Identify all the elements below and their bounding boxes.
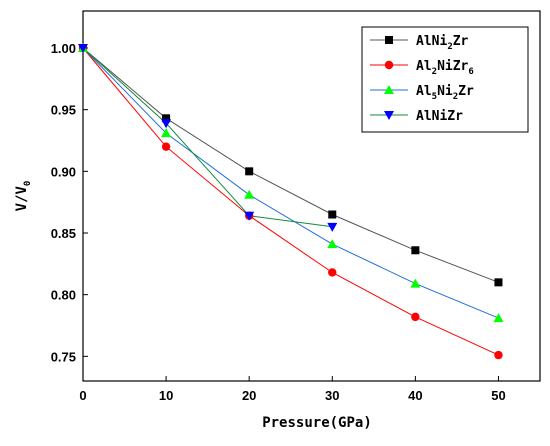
series-line-3 xyxy=(82,47,499,319)
data-point-series-3 xyxy=(244,189,255,199)
data-point-series-3 xyxy=(161,128,172,138)
data-point-series-1 xyxy=(162,114,171,123)
x-tick-label: 20 xyxy=(242,388,256,403)
x-tick-label: 10 xyxy=(159,388,173,403)
legend: AlNi2Zr Al2NiZr6 Al5Ni2Zr AlNiZr xyxy=(361,26,529,133)
data-point-series-2 xyxy=(494,350,503,360)
data-point-series-1 xyxy=(328,210,337,219)
y-tick-label: 0.75 xyxy=(51,349,76,364)
x-tick-label: 40 xyxy=(408,388,422,403)
legend-label-2: Al2NiZr6 xyxy=(416,59,474,77)
y-axis-title-sub: 0 xyxy=(23,181,33,186)
data-point-series-2 xyxy=(161,142,171,151)
x-tick-label: 30 xyxy=(325,388,339,403)
x-axis: 0 10 20 30 40 50 xyxy=(79,376,506,403)
data-point-series-3 xyxy=(327,239,338,249)
series-markers xyxy=(78,43,504,360)
y-tick-label: 0.80 xyxy=(51,288,76,303)
x-axis-title: Pressure(GPa) xyxy=(262,415,372,431)
data-point-series-3 xyxy=(493,313,504,323)
legend-marker-3 xyxy=(384,85,394,94)
data-point-series-1 xyxy=(245,167,254,176)
series-line-1 xyxy=(82,47,499,283)
plot-frame xyxy=(82,10,541,382)
y-tick-label: 0.95 xyxy=(51,103,76,118)
legend-label-3: Al5Ni2Zr xyxy=(416,84,474,102)
legend-label-1: AlNi2Zr xyxy=(416,34,469,52)
data-point-series-1 xyxy=(411,246,420,255)
data-point-series-2 xyxy=(411,312,420,322)
y-axis-title-main: V/V xyxy=(14,186,30,212)
data-point-series-4 xyxy=(78,44,88,53)
legend-label-4: AlNiZr xyxy=(416,109,463,124)
legend-marker-1 xyxy=(385,36,393,44)
y-tick-label: 0.85 xyxy=(51,226,76,241)
y-axis-title: V/V0 xyxy=(14,181,33,212)
series-lines xyxy=(82,47,499,356)
y-axis: 0.75 0.80 0.85 0.90 0.95 1.00 xyxy=(51,41,88,364)
series-line-4 xyxy=(82,47,333,228)
data-point-series-2 xyxy=(328,268,337,277)
plot-area xyxy=(82,10,541,382)
data-point-series-1 xyxy=(494,278,503,287)
data-point-series-4 xyxy=(244,211,255,221)
data-point-series-4 xyxy=(161,119,172,129)
data-point-series-4 xyxy=(327,222,338,232)
x-tick-label: 0 xyxy=(79,388,86,403)
data-point-series-3 xyxy=(410,278,421,288)
x-tick-label: 50 xyxy=(491,388,505,403)
y-tick-label: 0.90 xyxy=(51,164,76,179)
y-tick-label: 1.00 xyxy=(51,41,76,56)
series-line-2 xyxy=(82,47,499,356)
legend-marker-4 xyxy=(384,111,394,120)
legend-marker-2 xyxy=(384,60,394,70)
